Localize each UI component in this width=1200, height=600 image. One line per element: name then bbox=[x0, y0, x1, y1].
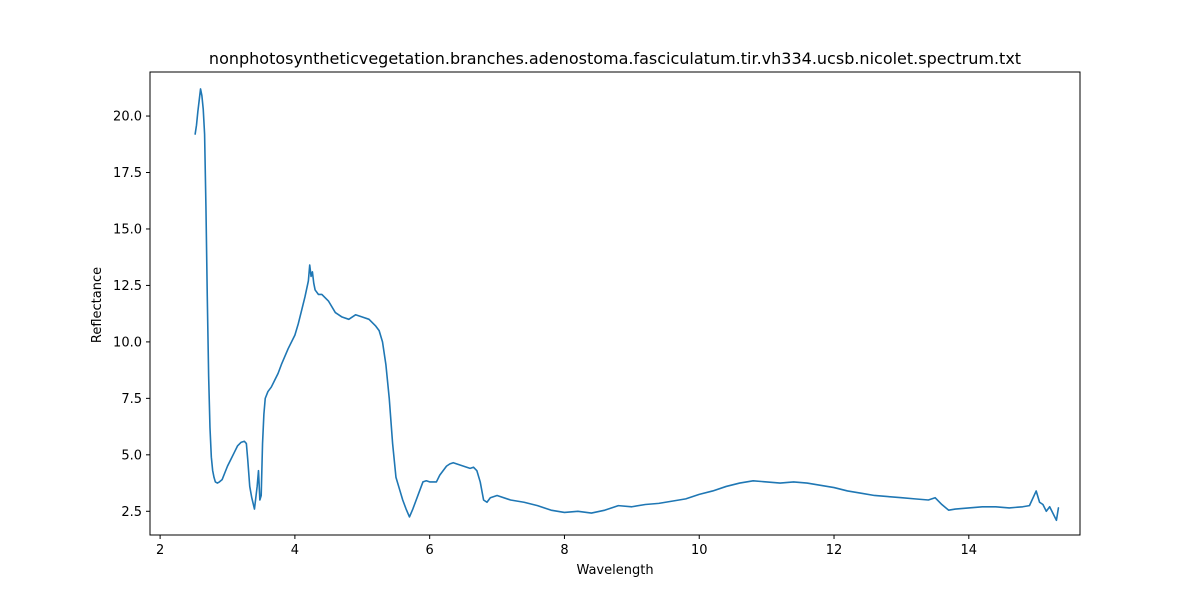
y-tick-label: 10.0 bbox=[113, 335, 142, 350]
y-tick-label: 12.5 bbox=[113, 279, 142, 294]
plot-frame bbox=[149, 71, 1081, 536]
y-tick-label: 17.5 bbox=[113, 166, 142, 181]
x-tick-label: 8 bbox=[560, 543, 568, 558]
y-tick-label: 7.5 bbox=[121, 392, 142, 407]
series-line-spectrum bbox=[194, 88, 1060, 522]
x-tick-label: 14 bbox=[961, 543, 978, 558]
y-tick-label: 20.0 bbox=[113, 110, 142, 125]
x-tick-label: 10 bbox=[691, 543, 708, 558]
y-tick-label: 2.5 bbox=[121, 505, 142, 520]
y-tick-label: 15.0 bbox=[113, 222, 142, 237]
y-tick-label: 5.0 bbox=[121, 448, 142, 463]
y-axis-label: Reflectance bbox=[90, 267, 105, 343]
x-tick-label: 6 bbox=[426, 543, 434, 558]
x-axis-label: Wavelength bbox=[576, 563, 653, 578]
chart-title: nonphotosyntheticvegetation.branches.ade… bbox=[209, 49, 1021, 68]
x-tick-label: 12 bbox=[826, 543, 843, 558]
plot-area: 2 4 6 8 10 12 14 2.5 5.0 7.5 10.0 12.5 15.0 17.5 20.0 bbox=[113, 71, 1081, 558]
x-tick-label: 4 bbox=[291, 543, 299, 558]
x-tick-label: 2 bbox=[156, 543, 164, 558]
